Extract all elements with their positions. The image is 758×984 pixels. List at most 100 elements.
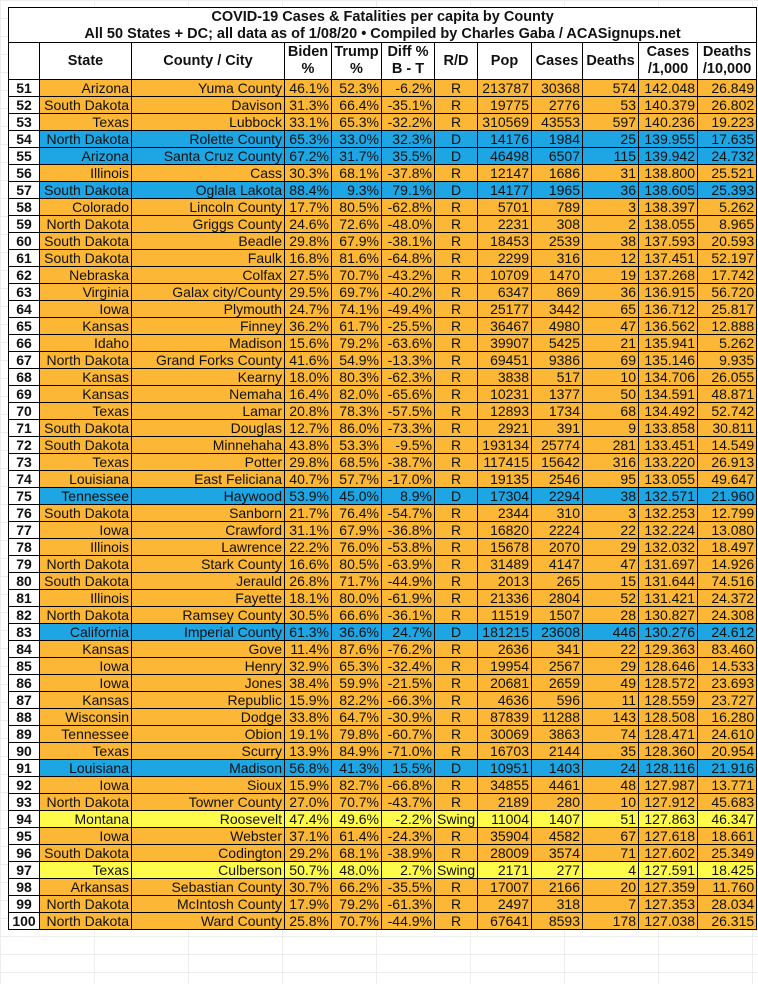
table-row: 57 South Dakota Oglala Lakota 88.4% 9.3% 79.1…: [8, 181, 758, 199]
cell-diff-pct: -66.8%: [381, 776, 435, 794]
cell-party: R: [434, 215, 478, 233]
cell-diff-pct: -35.5%: [381, 878, 435, 896]
cell-population: 35904: [477, 827, 532, 845]
cell-rank: 75: [8, 487, 40, 505]
cell-county: Potter: [131, 453, 285, 471]
cell-trump-pct: 36.6%: [331, 623, 382, 641]
cell-county: Plymouth: [131, 300, 285, 318]
cell-deaths: 4: [582, 861, 639, 879]
cell-trump-pct: 64.7%: [331, 708, 382, 726]
cell-county: Kearny: [131, 368, 285, 386]
cell-deaths-per-10000: 18.425: [696, 861, 758, 879]
cell-county: Republic: [131, 691, 285, 709]
cell-rank: 56: [8, 164, 40, 182]
cell-rank: 98: [8, 878, 40, 896]
cell-cases-per-1000: 138.397: [638, 198, 698, 216]
cell-party: D: [434, 487, 478, 505]
covid-county-table: COVID-19 Cases & Fatalities per capita b…: [7, 7, 758, 930]
cell-diff-pct: -2.2%: [381, 810, 435, 828]
cell-deaths-per-10000: 19.223: [696, 113, 758, 131]
cell-county: Rolette County: [131, 130, 285, 148]
cell-trump-pct: 61.4%: [331, 827, 382, 845]
cell-deaths-per-10000: 21.960: [696, 487, 758, 505]
cell-cases: 2804: [531, 589, 583, 607]
cell-cases: 11288: [531, 708, 583, 726]
cell-cases-per-1000: 137.593: [638, 232, 698, 250]
cell-deaths: 7: [582, 895, 639, 913]
header-biden-l1: Biden: [287, 44, 329, 60]
cell-diff-pct: -32.2%: [381, 113, 435, 131]
cell-deaths: 36: [582, 283, 639, 301]
cell-biden-pct: 40.7%: [284, 470, 332, 488]
cell-party: R: [434, 470, 478, 488]
cell-biden-pct: 17.7%: [284, 198, 332, 216]
table-row: 81 Illinois Fayette 18.1% 80.0% -61.9% R 21336 2…: [8, 589, 758, 607]
cell-party: D: [434, 759, 478, 777]
cell-party: R: [434, 232, 478, 250]
cell-county: Nemaha: [131, 385, 285, 403]
cell-deaths-per-10000: 26.055: [696, 368, 758, 386]
cell-rank: 84: [8, 640, 40, 658]
cell-cases: 318: [531, 895, 583, 913]
cell-diff-pct: -44.9%: [381, 912, 435, 930]
table-row: 59 North Dakota Griggs County 24.6% 72.6% -48…: [8, 215, 758, 233]
cell-county: Culberson: [131, 861, 285, 879]
cell-diff-pct: -73.3%: [381, 419, 435, 437]
cell-county: Crawford: [131, 521, 285, 539]
cell-state: North Dakota: [39, 215, 132, 233]
cell-county: McIntosh County: [131, 895, 285, 913]
cell-trump-pct: 68.5%: [331, 453, 382, 471]
cell-rank: 52: [8, 96, 40, 114]
table-row: 98 Arkansas Sebastian County 30.7% 66.2% -35.…: [8, 878, 758, 896]
cell-deaths-per-10000: 49.647: [696, 470, 758, 488]
cell-state: Illinois: [39, 589, 132, 607]
cell-rank: 79: [8, 555, 40, 573]
cell-cases-per-1000: 136.915: [638, 283, 698, 301]
cell-deaths-per-10000: 30.811: [696, 419, 758, 437]
cell-cases: 2567: [531, 657, 583, 675]
cell-trump-pct: 68.1%: [331, 844, 382, 862]
cell-party: R: [434, 436, 478, 454]
cell-rank: 81: [8, 589, 40, 607]
cell-cases-per-1000: 130.827: [638, 606, 698, 624]
cell-trump-pct: 68.1%: [331, 164, 382, 182]
cell-biden-pct: 31.1%: [284, 521, 332, 539]
cell-population: 21336: [477, 589, 532, 607]
cell-party: D: [434, 147, 478, 165]
cell-biden-pct: 18.1%: [284, 589, 332, 607]
cell-rank: 58: [8, 198, 40, 216]
cell-trump-pct: 67.9%: [331, 232, 382, 250]
cell-population: 2299: [477, 249, 532, 267]
cell-population: 11004: [477, 810, 532, 828]
table-row: 100 North Dakota Ward County 25.8% 70.7% -44.…: [8, 912, 758, 930]
cell-party: R: [434, 453, 478, 471]
cell-deaths: 22: [582, 521, 639, 539]
table-row: 87 Kansas Republic 15.9% 82.2% -66.3% R 4636 596…: [8, 691, 758, 709]
cell-rank: 57: [8, 181, 40, 199]
cell-trump-pct: 41.3%: [331, 759, 382, 777]
cell-party: R: [434, 691, 478, 709]
table-row: 66 Idaho Madison 15.6% 79.2% -63.6% R 39907 5425…: [8, 334, 758, 352]
cell-biden-pct: 67.2%: [284, 147, 332, 165]
cell-population: 117415: [477, 453, 532, 471]
cell-state: Iowa: [39, 674, 132, 692]
cell-state: North Dakota: [39, 130, 132, 148]
cell-cases-per-1000: 135.146: [638, 351, 698, 369]
cell-deaths: 15: [582, 572, 639, 590]
table-row: 55 Arizona Santa Cruz County 67.2% 31.7% 35.5…: [8, 147, 758, 165]
cell-state: Idaho: [39, 334, 132, 352]
cell-party: R: [434, 776, 478, 794]
cell-cases-per-1000: 142.048: [638, 79, 698, 97]
cell-trump-pct: 87.6%: [331, 640, 382, 658]
cell-deaths-per-10000: 17.742: [696, 266, 758, 284]
cell-cases: 1377: [531, 385, 583, 403]
cell-cases-per-1000: 134.706: [638, 368, 698, 386]
cell-deaths: 178: [582, 912, 639, 930]
cell-party: R: [434, 912, 478, 930]
cell-diff-pct: -53.8%: [381, 538, 435, 556]
cell-deaths: 65: [582, 300, 639, 318]
table-row: 93 North Dakota Towner County 27.0% 70.7% -43…: [8, 793, 758, 811]
cell-county: Gove: [131, 640, 285, 658]
cell-county: Haywood: [131, 487, 285, 505]
cell-cases-per-1000: 139.955: [638, 130, 698, 148]
